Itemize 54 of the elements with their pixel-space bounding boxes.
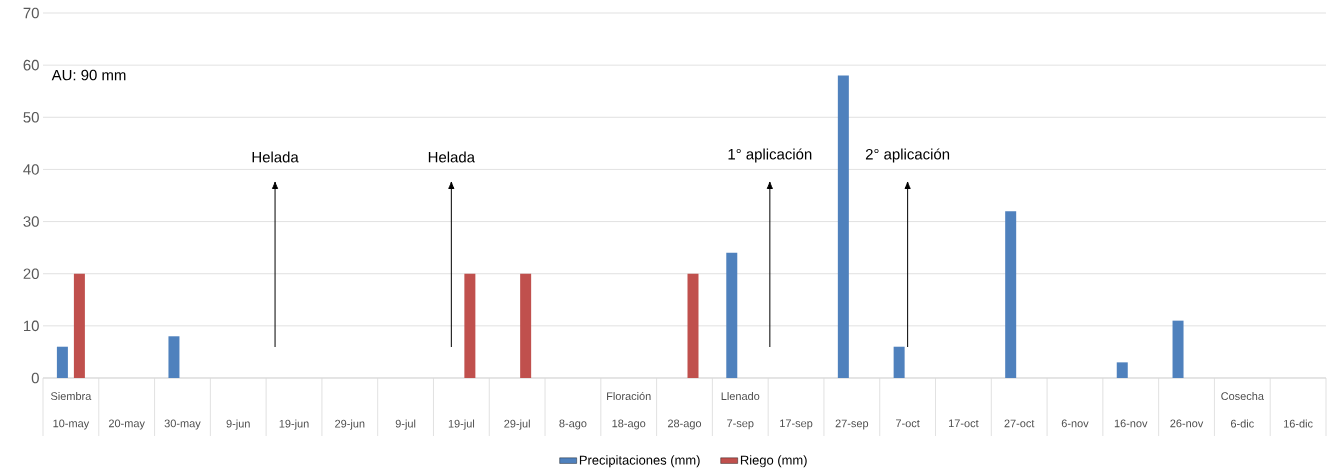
text: Cosecha [1221, 391, 1264, 401]
y-tick-label: 60 [23, 59, 39, 71]
bar [687, 273, 699, 378]
text: Floración [607, 391, 651, 401]
x-tick-label: 17-sep [780, 419, 813, 430]
bar [1172, 320, 1184, 378]
x-tick-label: 29-jul [504, 419, 530, 430]
x-tick-label: 30-may [164, 419, 201, 430]
x-tick-label: 27-sep [835, 419, 869, 430]
x-tick-label: 7-sep [727, 419, 754, 430]
x-tick-label: 20-may [108, 419, 145, 430]
bar [56, 346, 68, 378]
bar [520, 273, 532, 378]
bar [726, 252, 738, 378]
bar [837, 75, 849, 378]
bar [893, 346, 905, 378]
bar [168, 336, 180, 378]
annotation: Helada [252, 151, 299, 163]
x-tick-label: 9-jun [226, 419, 250, 430]
x-tick-label: 19-jun [279, 419, 309, 430]
x-tick-label: 27-oct [1004, 419, 1035, 428]
x-tick-label: 10-may [53, 419, 90, 430]
x-tick-label: 6-nov [1061, 419, 1089, 428]
x-tick-label: 18-ago [612, 419, 646, 430]
text: Llenado [721, 391, 760, 401]
x-tick-label: 7-oct [896, 419, 920, 428]
x-tick-label: 26-nov [1170, 419, 1204, 428]
y-tick-label: 70 [23, 7, 39, 19]
x-tick-label: 8-ago [559, 419, 587, 430]
x-tick-label: 6-dic [1231, 419, 1254, 428]
x-tick-label: 17-oct [949, 419, 979, 428]
annotation: 1° aplicación [728, 148, 812, 163]
bar [1005, 211, 1017, 378]
annotation: Helada [428, 151, 475, 163]
x-tick-label: 29-jun [335, 419, 365, 430]
y-tick-label: 40 [23, 164, 39, 175]
y-tick-label: 0 [31, 372, 39, 384]
bar [1116, 362, 1128, 378]
x-tick-label: 19-jul [448, 419, 475, 430]
legend-label: Riego (mm) [740, 455, 807, 468]
y-tick-label: 20 [23, 268, 39, 279]
bar [464, 273, 476, 378]
annotation: 2° aplicación [865, 148, 950, 163]
bar [73, 273, 85, 378]
y-tick-label: 10 [24, 320, 39, 332]
x-tick-label: 28-ago [667, 419, 702, 430]
annotation: AU: 90 mm [51, 69, 126, 81]
text: Siembra [50, 391, 92, 401]
x-tick-label: 9-jul [395, 419, 416, 430]
legend-label: Precipitaciones (mm) [579, 455, 700, 468]
x-tick-label: 16-nov [1114, 419, 1148, 428]
x-tick-label: 16-dic [1284, 419, 1313, 428]
y-tick-label: 30 [23, 216, 39, 227]
y-tick-label: 50 [23, 111, 39, 123]
